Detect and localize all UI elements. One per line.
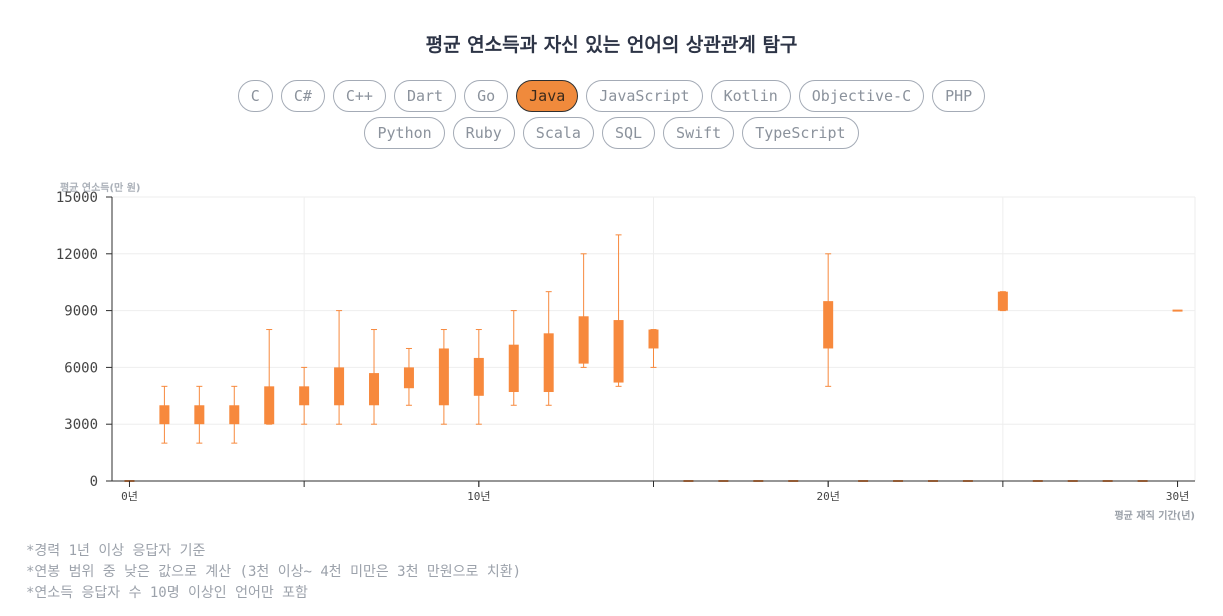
candle-body (403, 367, 414, 389)
y-axis-label: 평균 연소득(만 원) (60, 183, 141, 194)
language-chip-go[interactable]: Go (464, 80, 509, 112)
language-chip-c[interactable]: C# (280, 80, 325, 112)
candle-body (578, 316, 589, 364)
y-tick-label: 12000 (56, 247, 98, 263)
footnote: *경력 1년 이상 응답자 기준 (26, 543, 206, 559)
language-chip-dart[interactable]: Dart (393, 80, 457, 112)
candle-body (438, 348, 449, 406)
candle-body (299, 386, 310, 406)
x-tick-label: 30년 (1166, 490, 1189, 503)
candle-body (543, 333, 554, 393)
candle-body (264, 386, 275, 425)
x-tick-label: 0년 (121, 490, 138, 503)
language-chip-scala[interactable]: Scala (522, 117, 594, 149)
language-chip-sql[interactable]: SQL (601, 117, 656, 149)
language-chip-swift[interactable]: Swift (663, 117, 735, 149)
y-tick-label: 0 (90, 474, 98, 490)
language-filter-row-1: C C# C++ Dart Go Java JavaScript Kotlin Objectiv… (0, 80, 1223, 112)
footnotes: *경력 1년 이상 응답자 기준 *연봉 범위 중 낮은 값으로 계산 (3천 … (26, 541, 521, 604)
y-tick-label: 15000 (56, 190, 98, 206)
language-chip-c[interactable]: C (237, 80, 273, 112)
language-chip-python[interactable]: Python (364, 117, 445, 149)
candle-body (229, 405, 240, 425)
candle-body (508, 344, 519, 393)
chart-title: 평균 연소득과 자신 있는 언어의 상관관계 탐구 (425, 34, 798, 56)
candle-body (334, 367, 345, 406)
language-chip-ruby[interactable]: Ruby (452, 117, 515, 149)
x-axis-label: 평균 재직 기간(년) (1114, 511, 1195, 522)
candle-body (369, 373, 380, 406)
candle-body (159, 405, 170, 425)
language-chip-typescript[interactable]: TypeScript (742, 117, 859, 149)
y-tick-label: 6000 (64, 360, 98, 376)
candle-body (997, 291, 1008, 311)
language-filter-row-2: Python Ruby Scala SQL Swift TypeScript (0, 117, 1223, 149)
language-chip-kotlin[interactable]: Kotlin (710, 80, 791, 112)
language-chip-objective-c[interactable]: Objective-C (798, 80, 925, 112)
candle-body (473, 357, 484, 396)
language-chip-c[interactable]: C++ (332, 80, 386, 112)
language-chip-javascript[interactable]: JavaScript (586, 80, 703, 112)
footnote: *연소득 응답자 수 10명 이상인 언어만 포함 (26, 585, 308, 601)
candle-body (823, 301, 834, 349)
x-tick-label: 20년 (816, 490, 839, 503)
y-tick-label: 9000 (64, 304, 98, 320)
x-tick-label: 10년 (467, 490, 490, 503)
language-chip-java[interactable]: Java (516, 80, 579, 112)
language-chip-php[interactable]: PHP (932, 80, 986, 112)
footnote: *연봉 범위 중 낮은 값으로 계산 (3천 이상~ 4천 미만은 3천 만원으… (26, 564, 522, 580)
y-tick-label: 3000 (64, 417, 98, 433)
candle-body (194, 405, 205, 425)
candle-body (648, 329, 659, 349)
candle-body (1172, 309, 1183, 312)
candle-body (613, 320, 624, 383)
